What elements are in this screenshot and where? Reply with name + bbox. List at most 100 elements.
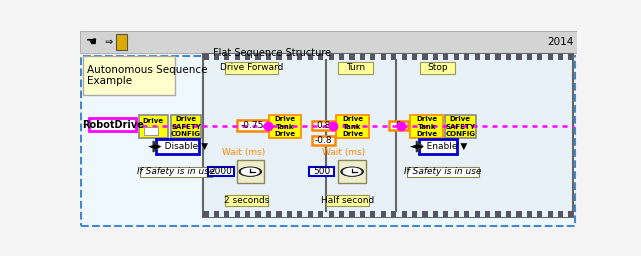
Bar [349,54,354,60]
Bar [250,54,256,60]
Bar [256,211,261,217]
Bar [407,54,412,60]
Bar [344,211,349,217]
Text: Drive Forward: Drive Forward [220,63,283,72]
Bar [412,211,417,217]
Bar [208,211,213,217]
Bar [370,211,376,217]
Bar [226,195,268,206]
Bar [297,211,303,217]
Bar [318,54,323,60]
Bar [323,211,328,217]
Bar [542,211,547,217]
Bar [354,54,360,60]
Bar [474,211,479,217]
Bar [140,167,212,177]
Bar [396,211,401,217]
Bar [527,54,532,60]
Bar [224,54,229,60]
Bar [116,34,127,50]
Polygon shape [153,141,160,152]
Bar [334,54,339,60]
Bar [464,211,469,217]
Bar [406,167,479,177]
Text: ⇒: ⇒ [104,37,112,47]
Text: 2 seconds: 2 seconds [224,196,269,205]
Text: Half second: Half second [320,196,374,205]
Bar [203,211,208,217]
Bar [542,54,547,60]
Bar [444,211,449,217]
Text: CONFIG: CONFIG [171,131,201,137]
Bar [203,54,208,60]
Text: Drive: Drive [342,131,363,137]
Bar [312,121,335,130]
Bar [360,211,365,217]
Text: ◄► Disable ▼: ◄► Disable ▼ [148,142,208,151]
Text: 2000: 2000 [210,167,233,176]
Bar [287,54,292,60]
Bar [313,54,318,60]
Text: -0.8: -0.8 [315,136,332,145]
Bar [396,54,401,60]
Bar [313,211,318,217]
Polygon shape [344,168,361,175]
Bar [360,54,365,60]
Bar [226,62,278,74]
Bar [537,211,542,217]
Bar [276,54,281,60]
Bar [326,195,369,206]
Bar [240,211,245,217]
Text: Drive: Drive [449,116,470,122]
Text: RobotDrive: RobotDrive [81,120,144,130]
Bar [433,54,438,60]
Bar [537,54,542,60]
Bar [532,54,537,60]
Bar [449,211,454,217]
Bar [459,54,464,60]
Bar [235,211,240,217]
Bar [219,211,224,217]
Bar [428,54,433,60]
Bar [490,54,495,60]
Bar [203,54,574,217]
Bar [354,211,360,217]
Bar [365,54,370,60]
Bar [485,54,490,60]
Bar [433,211,438,217]
Bar [388,121,408,130]
Bar [417,211,422,217]
Text: Drive: Drive [176,116,197,122]
Bar [213,211,219,217]
Bar [558,211,563,217]
Text: SAFETY: SAFETY [171,124,201,130]
Bar [240,54,245,60]
Bar [428,211,433,217]
Text: Wait (ms): Wait (ms) [322,148,365,157]
Text: Drive: Drive [342,116,363,122]
Bar [516,54,522,60]
Bar [250,211,256,217]
Text: Tank: Tank [417,124,436,130]
Bar [376,54,381,60]
Bar [370,54,376,60]
Bar [495,211,501,217]
Bar [479,54,485,60]
Bar [144,127,158,135]
Bar [208,54,213,60]
Bar [511,54,516,60]
Bar [569,54,574,60]
Text: Tank: Tank [276,124,294,130]
Bar [261,211,266,217]
Bar [485,211,490,217]
Bar [547,54,553,60]
Bar [138,115,167,138]
Bar [334,211,339,217]
Bar [490,211,495,217]
Text: 500: 500 [313,167,330,176]
Bar [338,62,373,74]
Bar [323,54,328,60]
Bar [469,211,474,217]
Bar [563,54,569,60]
Bar [245,54,250,60]
